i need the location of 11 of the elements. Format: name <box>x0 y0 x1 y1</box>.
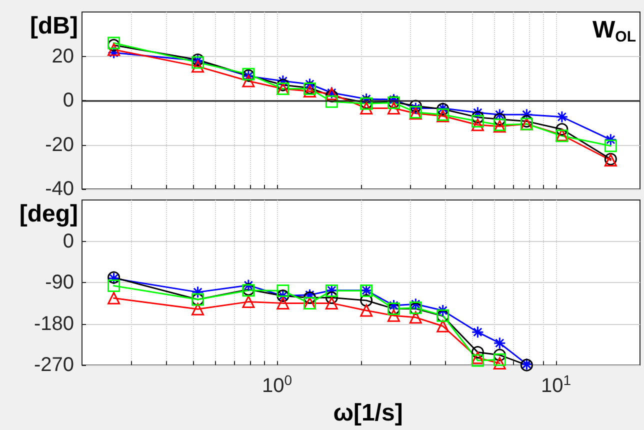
y-tick-label: 0 <box>62 90 74 112</box>
y-tick-label: 20 <box>52 45 74 68</box>
y-tick-label: -20 <box>45 134 74 156</box>
y-tick-label: -40 <box>45 178 74 200</box>
y-tick-label: -90 <box>45 272 74 294</box>
y-tick-label: 0 <box>62 230 74 252</box>
y-tick-label: -180 <box>34 312 74 335</box>
x-axis-title: ω[1/s] <box>333 400 403 426</box>
y-axis-title: [deg] <box>19 200 78 228</box>
y-axis-title: [dB] <box>30 12 78 40</box>
y-tick-label: -270 <box>34 354 74 376</box>
